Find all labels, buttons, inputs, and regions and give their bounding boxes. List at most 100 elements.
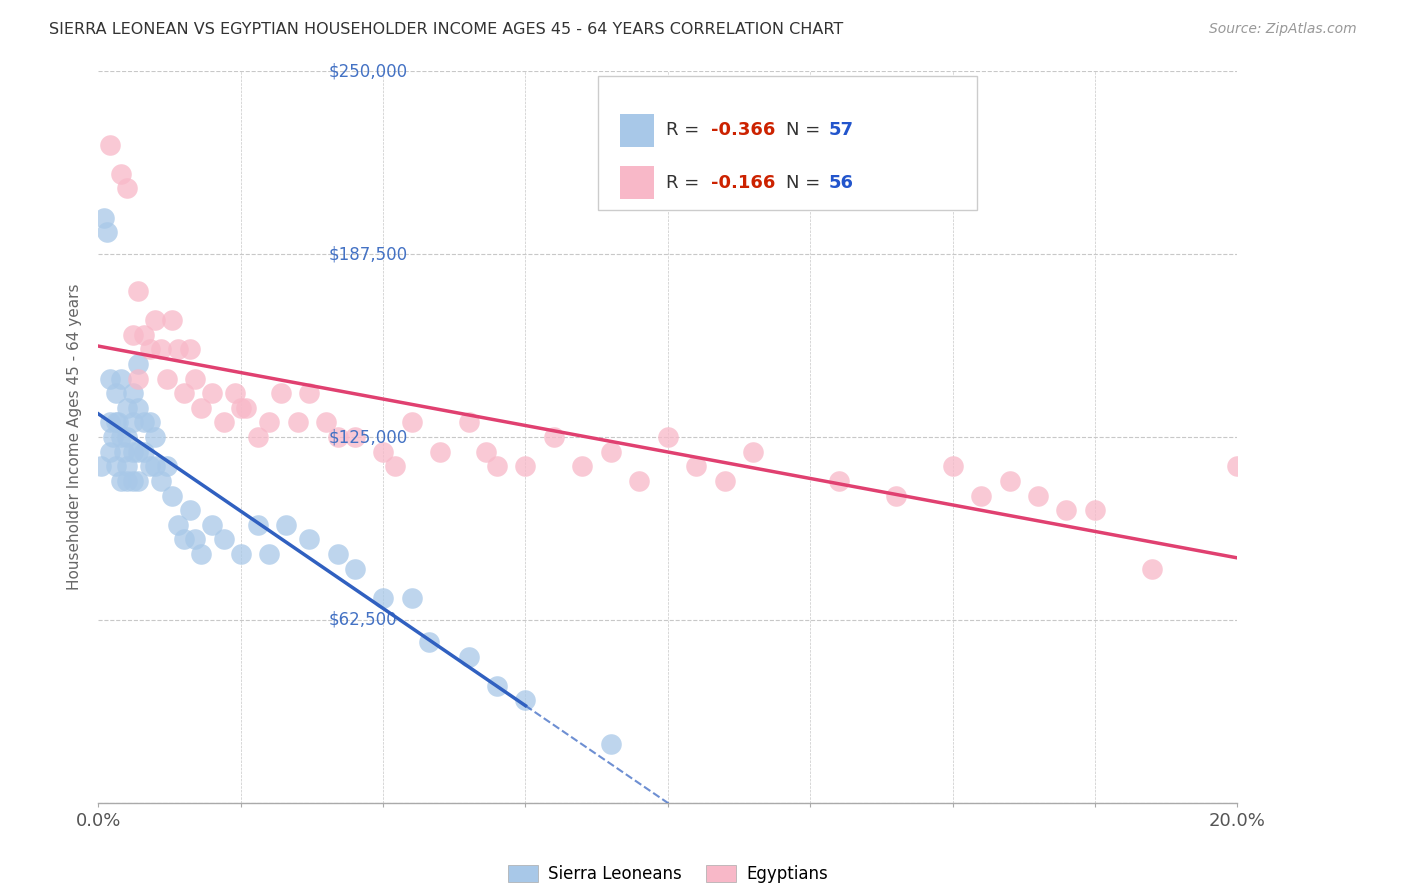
Point — [235, 401, 257, 415]
Point — [101, 430, 124, 444]
Point — [212, 416, 235, 430]
Point — [132, 444, 155, 458]
Point — [121, 444, 143, 458]
Point — [127, 474, 149, 488]
Point — [326, 430, 349, 444]
Point — [1056, 503, 1078, 517]
Point — [259, 547, 281, 561]
Point — [110, 371, 132, 385]
Text: $62,500: $62,500 — [329, 611, 396, 629]
Point — [115, 430, 138, 444]
Point — [115, 474, 138, 488]
Point — [127, 401, 149, 415]
Point — [970, 489, 993, 503]
Point — [343, 562, 366, 576]
Point — [343, 430, 366, 444]
Point — [162, 489, 184, 503]
Point — [112, 444, 135, 458]
Point — [212, 533, 235, 547]
Text: Source: ZipAtlas.com: Source: ZipAtlas.com — [1209, 22, 1357, 37]
Point — [98, 371, 121, 385]
Point — [115, 401, 138, 415]
Point — [229, 401, 252, 415]
Point — [270, 386, 292, 401]
Point — [515, 459, 537, 474]
Point — [98, 444, 121, 458]
Point — [486, 679, 509, 693]
Point — [742, 444, 765, 458]
Point — [162, 313, 184, 327]
Point — [179, 503, 201, 517]
Point — [121, 386, 143, 401]
Point — [1026, 489, 1049, 503]
Point — [457, 416, 479, 430]
Point — [401, 416, 423, 430]
Point — [167, 517, 190, 532]
Point — [457, 649, 479, 664]
Point — [201, 517, 224, 532]
Point — [145, 459, 167, 474]
Point — [93, 211, 115, 225]
Point — [150, 343, 173, 357]
Point — [246, 517, 269, 532]
Point — [1140, 562, 1163, 576]
Text: R =: R = — [666, 174, 706, 192]
Point — [132, 327, 155, 342]
Point — [184, 371, 207, 385]
Point — [173, 533, 195, 547]
Text: 57: 57 — [828, 121, 853, 139]
Point — [1084, 503, 1107, 517]
Point — [224, 386, 246, 401]
Point — [96, 225, 118, 239]
Point — [998, 474, 1021, 488]
Legend: Sierra Leoneans, Egyptians: Sierra Leoneans, Egyptians — [501, 858, 835, 889]
Point — [276, 517, 298, 532]
Text: 56: 56 — [828, 174, 853, 192]
Text: $125,000: $125,000 — [329, 428, 408, 446]
Point — [429, 444, 451, 458]
Point — [298, 386, 321, 401]
Point — [246, 430, 269, 444]
Point — [145, 430, 167, 444]
Point — [127, 444, 149, 458]
Point — [326, 547, 349, 561]
Point — [201, 386, 224, 401]
Point — [156, 459, 179, 474]
Point — [884, 489, 907, 503]
Point — [571, 459, 593, 474]
Point — [259, 416, 281, 430]
Point — [121, 416, 143, 430]
Point — [173, 386, 195, 401]
Point — [150, 474, 173, 488]
Point — [486, 459, 509, 474]
Point — [600, 737, 623, 751]
Point — [685, 459, 707, 474]
Point — [190, 401, 212, 415]
Point — [543, 430, 565, 444]
Text: $187,500: $187,500 — [329, 245, 408, 263]
Point — [127, 357, 149, 371]
Text: N =: N = — [786, 121, 825, 139]
Point — [115, 459, 138, 474]
Point — [184, 533, 207, 547]
Point — [373, 444, 395, 458]
Point — [110, 167, 132, 181]
Point — [107, 416, 129, 430]
Text: -0.166: -0.166 — [711, 174, 776, 192]
Point — [1226, 459, 1249, 474]
Point — [373, 591, 395, 605]
Point — [127, 284, 149, 298]
Point — [132, 416, 155, 430]
Point — [145, 313, 167, 327]
Text: R =: R = — [666, 121, 706, 139]
Point — [229, 547, 252, 561]
Text: N =: N = — [786, 174, 825, 192]
Point — [138, 459, 160, 474]
Point — [298, 533, 321, 547]
Point — [418, 635, 440, 649]
Y-axis label: Householder Income Ages 45 - 64 years: Householder Income Ages 45 - 64 years — [67, 284, 83, 591]
Point — [190, 547, 212, 561]
Point — [104, 459, 127, 474]
Point — [942, 459, 965, 474]
Text: -0.366: -0.366 — [711, 121, 776, 139]
